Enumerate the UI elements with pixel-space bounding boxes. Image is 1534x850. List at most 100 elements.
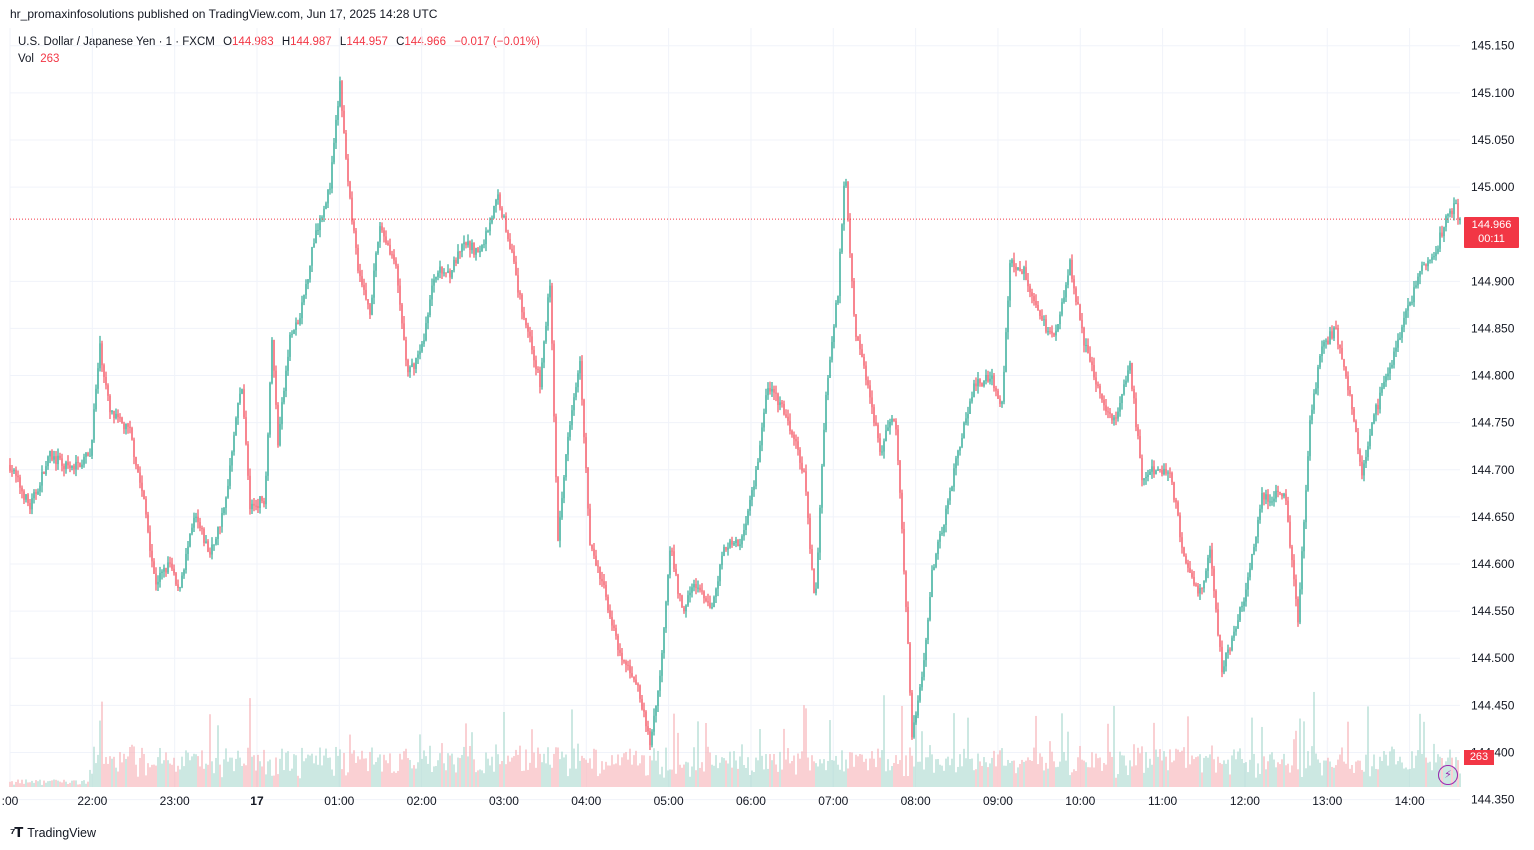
candle-body [857,336,859,341]
candlesticks [9,76,1461,750]
candle-body [1441,232,1443,237]
candle-body [405,339,407,361]
candle-body [293,329,295,334]
candle-body [51,450,53,460]
volume-bar [511,757,513,787]
candle-body [1415,285,1417,288]
volume-bar [603,769,605,787]
volume-bar [537,747,539,787]
volume-bar [1231,755,1233,787]
volume-bar [57,780,59,787]
candle-body [63,465,65,469]
candle-body [177,584,179,589]
candle-body [223,507,225,514]
candle-body [333,142,335,163]
candle-body [39,485,41,492]
volume-bar [1101,770,1103,787]
volume-bar [409,759,411,787]
volume-bar [549,764,551,787]
candle-body [341,81,343,111]
candle-body [1103,399,1105,406]
candle-body [843,185,845,225]
volume-bar [655,760,657,787]
candle-body [759,445,761,462]
candle-body [1291,546,1293,561]
candle-body [1181,537,1183,548]
candle-body [443,272,445,274]
volume-bar [1297,769,1299,787]
candle-body [211,544,213,555]
candle-body [1095,377,1097,385]
volume-bar [1011,760,1013,787]
candle-body [1077,302,1079,305]
volume-bar [101,701,103,787]
volume-bar [169,763,171,787]
volume-bar [433,766,435,787]
volume-bar [953,713,955,787]
x-tick-label: 13:00 [1312,794,1342,808]
lightning-icon[interactable]: ⚡ [1438,765,1458,785]
candle-body [325,203,327,209]
candle-body [693,583,695,588]
candle-body [985,375,987,381]
candle-body [1421,265,1423,272]
candle-body [1267,494,1269,502]
candle-body [1359,450,1361,462]
volume-bar [179,769,181,787]
volume-bar [1429,761,1431,787]
candle-body [77,461,79,463]
volume-bar [323,755,325,787]
candle-body [529,331,531,337]
volume-bar [639,763,641,787]
volume-bar [917,761,919,787]
volume-bar [1417,750,1419,787]
volume-bar [619,765,621,787]
candle-body [433,279,435,286]
candle-body [369,304,371,315]
candle-body [99,343,101,369]
candle-body [909,643,911,693]
candle-body [1231,637,1233,651]
volume-bar [1349,768,1351,787]
volume-bar [557,747,559,787]
candle-body [871,397,873,408]
candle-body [35,492,37,494]
footer-brand[interactable]: ⁷𝗧 TradingView [10,825,96,841]
symbol-name[interactable]: U.S. Dollar / Japanese Yen · 1 · FXCM [18,36,215,48]
volume-bar [801,751,803,787]
candle-body [161,571,163,573]
volume-bar [1341,747,1343,787]
volume-bar [489,765,491,787]
volume-bar [861,754,863,787]
candle-body [477,248,479,253]
volume-bar [99,720,101,787]
candle-body [989,378,991,382]
volume-bar [1205,756,1207,787]
volume-bar [1043,770,1045,787]
volume-bar [1083,760,1085,787]
candle-body [905,571,907,607]
volume-bar [1089,767,1091,787]
volume-bar [607,765,609,787]
candle-body [153,561,155,574]
candle-body [1219,634,1221,647]
volume-bar [233,771,235,787]
volume-bar [593,748,595,787]
volume-bar [391,772,393,787]
volume-bar [1069,775,1071,787]
candle-body [629,665,631,674]
volume-bar [713,765,715,787]
volume-bar [273,775,275,787]
candle-body [895,420,897,430]
candle-body [1243,601,1245,606]
candle-body [631,673,633,677]
candle-body [499,194,501,209]
candle-body [371,297,373,315]
candle-body [765,395,767,413]
volume-bar [341,769,343,787]
candle-body [593,548,595,556]
volume-bar [587,762,589,787]
volume-bar [1323,760,1325,787]
volume-bar [267,761,269,787]
